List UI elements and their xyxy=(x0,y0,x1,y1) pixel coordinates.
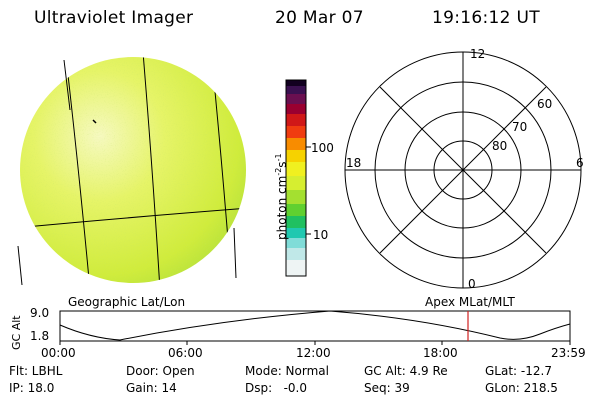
mlt-label-0: 0 xyxy=(468,277,476,291)
uv-earth-image xyxy=(20,57,246,283)
altitude-ylabel: GC Alt xyxy=(10,315,23,350)
glat-info: GLat: -12.7 xyxy=(485,364,552,378)
altitude-plot xyxy=(59,310,571,345)
lat-label-60: 60 xyxy=(537,97,553,111)
gc-alt-info: GC Alt: 4.9 Re xyxy=(364,364,448,378)
altitude-ytick-top: 9.0 xyxy=(30,306,50,320)
x-tick-1200: 12:00 xyxy=(296,346,331,360)
apex-label: Apex MLat/MLT xyxy=(425,295,515,309)
unit-sup-1: -2 xyxy=(274,167,283,176)
altitude-ytick-bottom: 1.8 xyxy=(30,329,50,343)
lat-label-70: 70 xyxy=(512,120,528,134)
unit-text: photon cm xyxy=(275,175,289,240)
ip-info: IP: 18.0 xyxy=(9,381,55,395)
colorbar-tick-100: 100 xyxy=(311,141,334,155)
x-tick-0000: 00:00 xyxy=(41,346,76,360)
seq-info: Seq: 39 xyxy=(364,381,410,395)
colorbar-tick-10: 10 xyxy=(313,228,329,242)
mlt-label-6: 6 xyxy=(576,156,584,170)
geographic-label: Geographic Lat/Lon xyxy=(68,295,186,309)
polar-plot xyxy=(344,51,582,289)
time-label: 19:16:12 UT xyxy=(432,8,540,28)
color-bar xyxy=(285,79,311,277)
instrument-title: Ultraviolet Imager xyxy=(34,8,194,28)
x-tick-2359: 23:59 xyxy=(551,346,586,360)
door-info: Door: Open xyxy=(126,364,195,378)
x-tick-1800: 18:00 xyxy=(423,346,458,360)
date-label: 20 Mar 07 xyxy=(275,8,364,28)
gain-info: Gain: 14 xyxy=(126,381,177,395)
mlt-label-12: 12 xyxy=(470,47,486,61)
mode-info: Mode: Normal xyxy=(245,364,329,378)
mlt-label-18: 18 xyxy=(346,156,362,170)
filter-info: Flt: LBHL xyxy=(9,364,63,378)
lat-label-80: 80 xyxy=(492,139,508,153)
dsp-info: Dsp: -0.0 xyxy=(245,381,308,395)
x-tick-0600: 06:00 xyxy=(168,346,203,360)
unit-mid: s xyxy=(275,161,289,168)
glon-info: GLon: 218.5 xyxy=(485,381,558,395)
unit-sup-2: -1 xyxy=(274,153,283,162)
colorbar-unit-label: photon cm-2s-1 xyxy=(274,153,289,240)
